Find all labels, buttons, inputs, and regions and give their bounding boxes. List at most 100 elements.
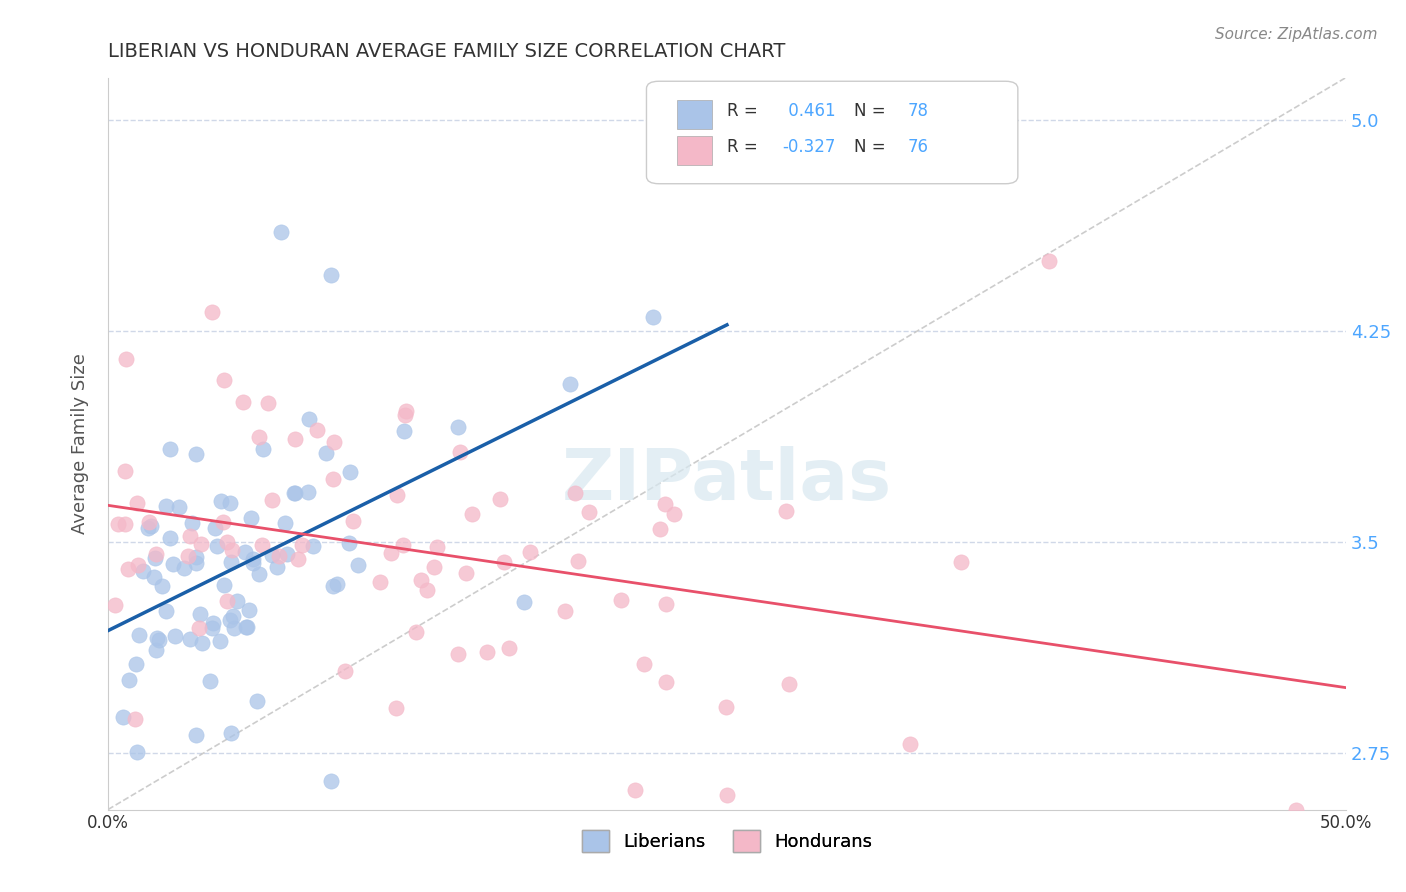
Point — [186, 556, 208, 570]
Point — [162, 557, 184, 571]
Point — [284, 432, 307, 446]
Point — [554, 604, 576, 618]
Point — [513, 595, 536, 609]
Point — [201, 616, 224, 631]
Point — [235, 620, 257, 634]
Point — [322, 471, 344, 485]
Point — [209, 634, 232, 648]
Point — [426, 540, 449, 554]
Point — [454, 566, 477, 580]
Text: 78: 78 — [908, 102, 929, 120]
Point — [624, 783, 647, 797]
Point — [107, 517, 129, 532]
Point — [650, 522, 672, 536]
Point — [145, 547, 167, 561]
Point — [114, 517, 136, 532]
Text: N =: N = — [855, 102, 891, 120]
Point — [297, 485, 319, 500]
Point — [136, 521, 159, 535]
Point — [387, 488, 409, 502]
Point — [257, 396, 280, 410]
Point — [124, 712, 146, 726]
Point — [218, 496, 240, 510]
Point — [247, 566, 270, 581]
Text: -0.327: -0.327 — [783, 138, 837, 156]
Point — [219, 613, 242, 627]
Point — [176, 549, 198, 564]
Point — [226, 594, 249, 608]
Point — [423, 560, 446, 574]
Point — [148, 632, 170, 647]
Point — [416, 583, 439, 598]
Point — [775, 504, 797, 518]
Point — [188, 607, 211, 622]
Point — [212, 515, 235, 529]
Point — [337, 536, 360, 550]
Point — [368, 575, 391, 590]
Point — [127, 558, 149, 572]
Point — [238, 603, 260, 617]
Point — [380, 546, 402, 560]
Point — [276, 547, 298, 561]
Text: Source: ZipAtlas.com: Source: ZipAtlas.com — [1215, 27, 1378, 42]
Point — [567, 554, 589, 568]
Point — [250, 538, 273, 552]
Point — [152, 579, 174, 593]
Point — [449, 444, 471, 458]
Point — [339, 465, 361, 479]
Point — [578, 505, 600, 519]
Point — [447, 420, 470, 434]
Point — [159, 532, 181, 546]
Point — [179, 529, 201, 543]
Point — [236, 619, 259, 633]
Point — [138, 515, 160, 529]
Point — [219, 726, 242, 740]
Point — [269, 549, 291, 563]
Point — [346, 558, 368, 572]
Point — [319, 774, 342, 789]
Point — [221, 543, 243, 558]
Point — [564, 486, 586, 500]
Point — [247, 430, 270, 444]
Point — [114, 351, 136, 366]
Point — [104, 598, 127, 612]
Point — [204, 521, 226, 535]
Point — [128, 628, 150, 642]
Point — [159, 442, 181, 456]
Point — [190, 536, 212, 550]
Point — [558, 376, 581, 391]
Text: R =: R = — [727, 102, 763, 120]
Point — [322, 434, 344, 449]
Point — [242, 556, 264, 570]
Point — [205, 539, 228, 553]
Point — [273, 516, 295, 530]
Point — [212, 578, 235, 592]
Point — [498, 640, 520, 655]
Point — [716, 789, 738, 803]
Point — [252, 442, 274, 457]
Point — [262, 492, 284, 507]
Legend: Liberians, Hondurans: Liberians, Hondurans — [575, 822, 879, 859]
Point — [392, 424, 415, 438]
Point — [165, 629, 187, 643]
Point — [298, 412, 321, 426]
Point — [302, 539, 325, 553]
Point — [233, 545, 256, 559]
Point — [187, 621, 209, 635]
Point — [315, 446, 337, 460]
Point — [232, 395, 254, 409]
Point — [179, 632, 201, 646]
Point — [222, 609, 245, 624]
Text: 0.461: 0.461 — [783, 102, 835, 120]
Point — [143, 550, 166, 565]
Point — [260, 548, 283, 562]
Point — [219, 555, 242, 569]
Point — [405, 624, 427, 639]
Point — [198, 674, 221, 689]
Point — [283, 486, 305, 500]
Point — [132, 564, 155, 578]
Point — [395, 403, 418, 417]
Point — [1285, 803, 1308, 817]
Point — [319, 268, 342, 282]
Point — [114, 464, 136, 478]
